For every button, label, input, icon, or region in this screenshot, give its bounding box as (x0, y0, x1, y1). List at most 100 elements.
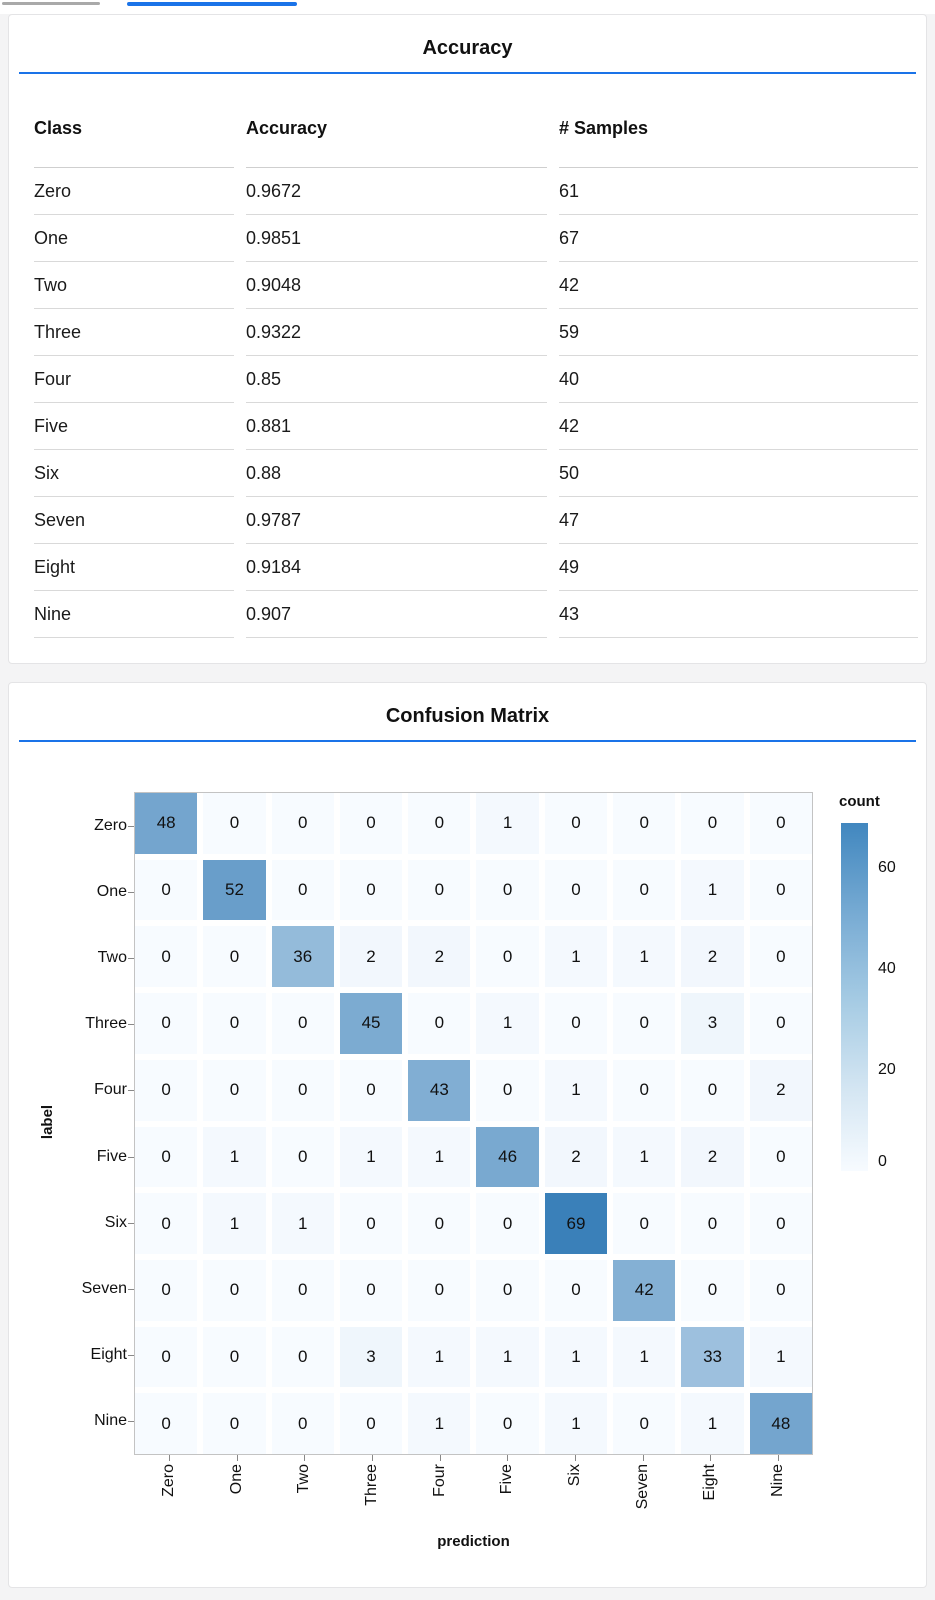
x-axis-tick-label-text: Two (295, 1464, 312, 1494)
heatmap-cell: 0 (681, 1059, 744, 1121)
legend-tick-label: 0 (878, 1153, 887, 1170)
heatmap-cell: 69 (544, 1193, 608, 1254)
accuracy-table-cell-class: Two (34, 262, 234, 309)
heatmap-cell: 0 (271, 1326, 334, 1388)
accuracy-table-header-0: Class (34, 104, 234, 168)
heatmap-cell: 33 (681, 1326, 744, 1388)
heatmap-cell: 1 (613, 926, 676, 988)
y-axis-tick-label: Eight (90, 1346, 127, 1363)
y-axis-tick-label: One (96, 883, 127, 900)
heatmap-cell: 1 (544, 1059, 608, 1121)
heatmap-cell: 0 (408, 1259, 471, 1321)
heatmap-cell: 0 (544, 793, 608, 854)
heatmap-cell: 0 (339, 859, 403, 921)
heatmap-cell: 1 (681, 1393, 744, 1454)
x-axis-tick (304, 1455, 305, 1461)
accuracy-table-cell-samples: 42 (559, 403, 918, 450)
heatmap-cell: 0 (681, 1193, 744, 1254)
accuracy-table-cell-samples: 40 (559, 356, 918, 403)
x-axis-tick-label-text: Nine (769, 1464, 786, 1497)
heatmap-cell: 0 (271, 1259, 334, 1321)
tab-indicator-active[interactable] (127, 2, 297, 6)
accuracy-panel-title: Accuracy (422, 37, 513, 59)
heatmap-cell: 0 (476, 1259, 539, 1321)
legend-tick-label: 40 (878, 960, 896, 977)
heatmap-cell: 0 (749, 1259, 812, 1321)
accuracy-table-cell-accuracy: 0.9851 (246, 215, 547, 262)
heatmap-cell: 0 (339, 793, 403, 854)
x-axis-tick-label-text: Zero (160, 1464, 177, 1497)
heatmap-cell: 0 (271, 993, 334, 1054)
accuracy-table: Class Accuracy # Samples Zero 0.9672 61 One 0.9… (34, 104, 918, 638)
heatmap-cell: 52 (203, 859, 266, 921)
y-axis-tick (128, 1090, 134, 1091)
heatmap-cell: 0 (135, 1059, 198, 1121)
heatmap-cell: 1 (408, 1393, 471, 1454)
x-axis-tick (643, 1455, 644, 1461)
heatmap-cell: 0 (544, 1259, 608, 1321)
accuracy-table-cell-samples: 49 (559, 544, 918, 591)
y-axis-tick-label: Nine (94, 1412, 127, 1429)
y-axis-tick-label: Four (94, 1081, 127, 1098)
heatmap-cell: 0 (203, 1326, 266, 1388)
heatmap-cell: 0 (271, 1126, 334, 1188)
heatmap-cell: 0 (613, 859, 676, 921)
accuracy-table-cell-samples: 59 (559, 309, 918, 356)
heatmap-cell: 0 (135, 1393, 198, 1454)
accuracy-table-cell-class: Eight (34, 544, 234, 591)
accuracy-table-cell-accuracy: 0.9184 (246, 544, 547, 591)
heatmap-cell: 3 (681, 993, 744, 1054)
heatmap-cell: 0 (749, 926, 812, 988)
accuracy-table-cell-accuracy: 0.9787 (246, 497, 547, 544)
x-axis-tick (440, 1455, 441, 1461)
x-axis-tick (372, 1455, 373, 1461)
heatmap-cell: 0 (135, 859, 198, 921)
accuracy-table-cell-samples: 61 (559, 168, 918, 215)
accuracy-table-cell-class: Six (34, 450, 234, 497)
accuracy-table-cell-class: One (34, 215, 234, 262)
heatmap-cell: 0 (203, 793, 266, 854)
heatmap-cell: 0 (544, 859, 608, 921)
y-axis-tick (128, 1223, 134, 1224)
x-axis-tick-label-text: Seven (634, 1464, 651, 1510)
heatmap-cell: 43 (408, 1059, 471, 1121)
tab-indicator-inactive[interactable] (2, 2, 100, 5)
accuracy-table-cell-class: Nine (34, 591, 234, 638)
heatmap-cell: 0 (271, 1059, 334, 1121)
accuracy-panel: Accuracy Class Accuracy # Samples Zero 0.967… (8, 14, 927, 664)
heatmap-cell: 0 (135, 1193, 198, 1254)
y-axis-tick (128, 958, 134, 959)
x-axis-tick (169, 1455, 170, 1461)
y-axis-tick (128, 1421, 134, 1422)
heatmap-cell: 0 (135, 1126, 198, 1188)
accuracy-table-cell-samples: 50 (559, 450, 918, 497)
heatmap-cell: 0 (544, 993, 608, 1054)
heatmap-cell: 0 (749, 1126, 812, 1188)
y-axis-tick (128, 1024, 134, 1025)
heatmap-cell: 0 (203, 926, 266, 988)
heatmap-cell: 0 (203, 1393, 266, 1454)
heatmap-cell: 1 (476, 993, 539, 1054)
heatmap-cell: 45 (339, 993, 403, 1054)
heatmap-cell: 0 (135, 1326, 198, 1388)
y-axis-tick-label: Zero (94, 817, 127, 834)
confusion-matrix-panel: Confusion Matrix label 48 0 0 0 0 1 0 0 0 0 0 52 0 0 0… (8, 682, 927, 1588)
heatmap-cell: 0 (613, 793, 676, 854)
heatmap-cell: 2 (544, 1126, 608, 1188)
heatmap-cell: 0 (135, 926, 198, 988)
heatmap-cell: 0 (476, 926, 539, 988)
heatmap-cell: 1 (203, 1126, 266, 1188)
accuracy-table-cell-class: Five (34, 403, 234, 450)
x-axis-tick-label-text: Eight (701, 1464, 718, 1501)
heatmap-cell: 0 (613, 1193, 676, 1254)
heatmap-cell: 0 (203, 1259, 266, 1321)
heatmap-cell: 48 (135, 793, 198, 854)
y-axis-tick-label: Two (97, 949, 127, 966)
heatmap-cell: 1 (408, 1326, 471, 1388)
heatmap-cell: 0 (476, 1393, 539, 1454)
heatmap-cell: 0 (613, 1393, 676, 1454)
heatmap-cell: 0 (749, 1193, 812, 1254)
heatmap-cell: 0 (476, 1059, 539, 1121)
heatmap-cell: 48 (749, 1393, 812, 1454)
heatmap-cell: 1 (613, 1326, 676, 1388)
